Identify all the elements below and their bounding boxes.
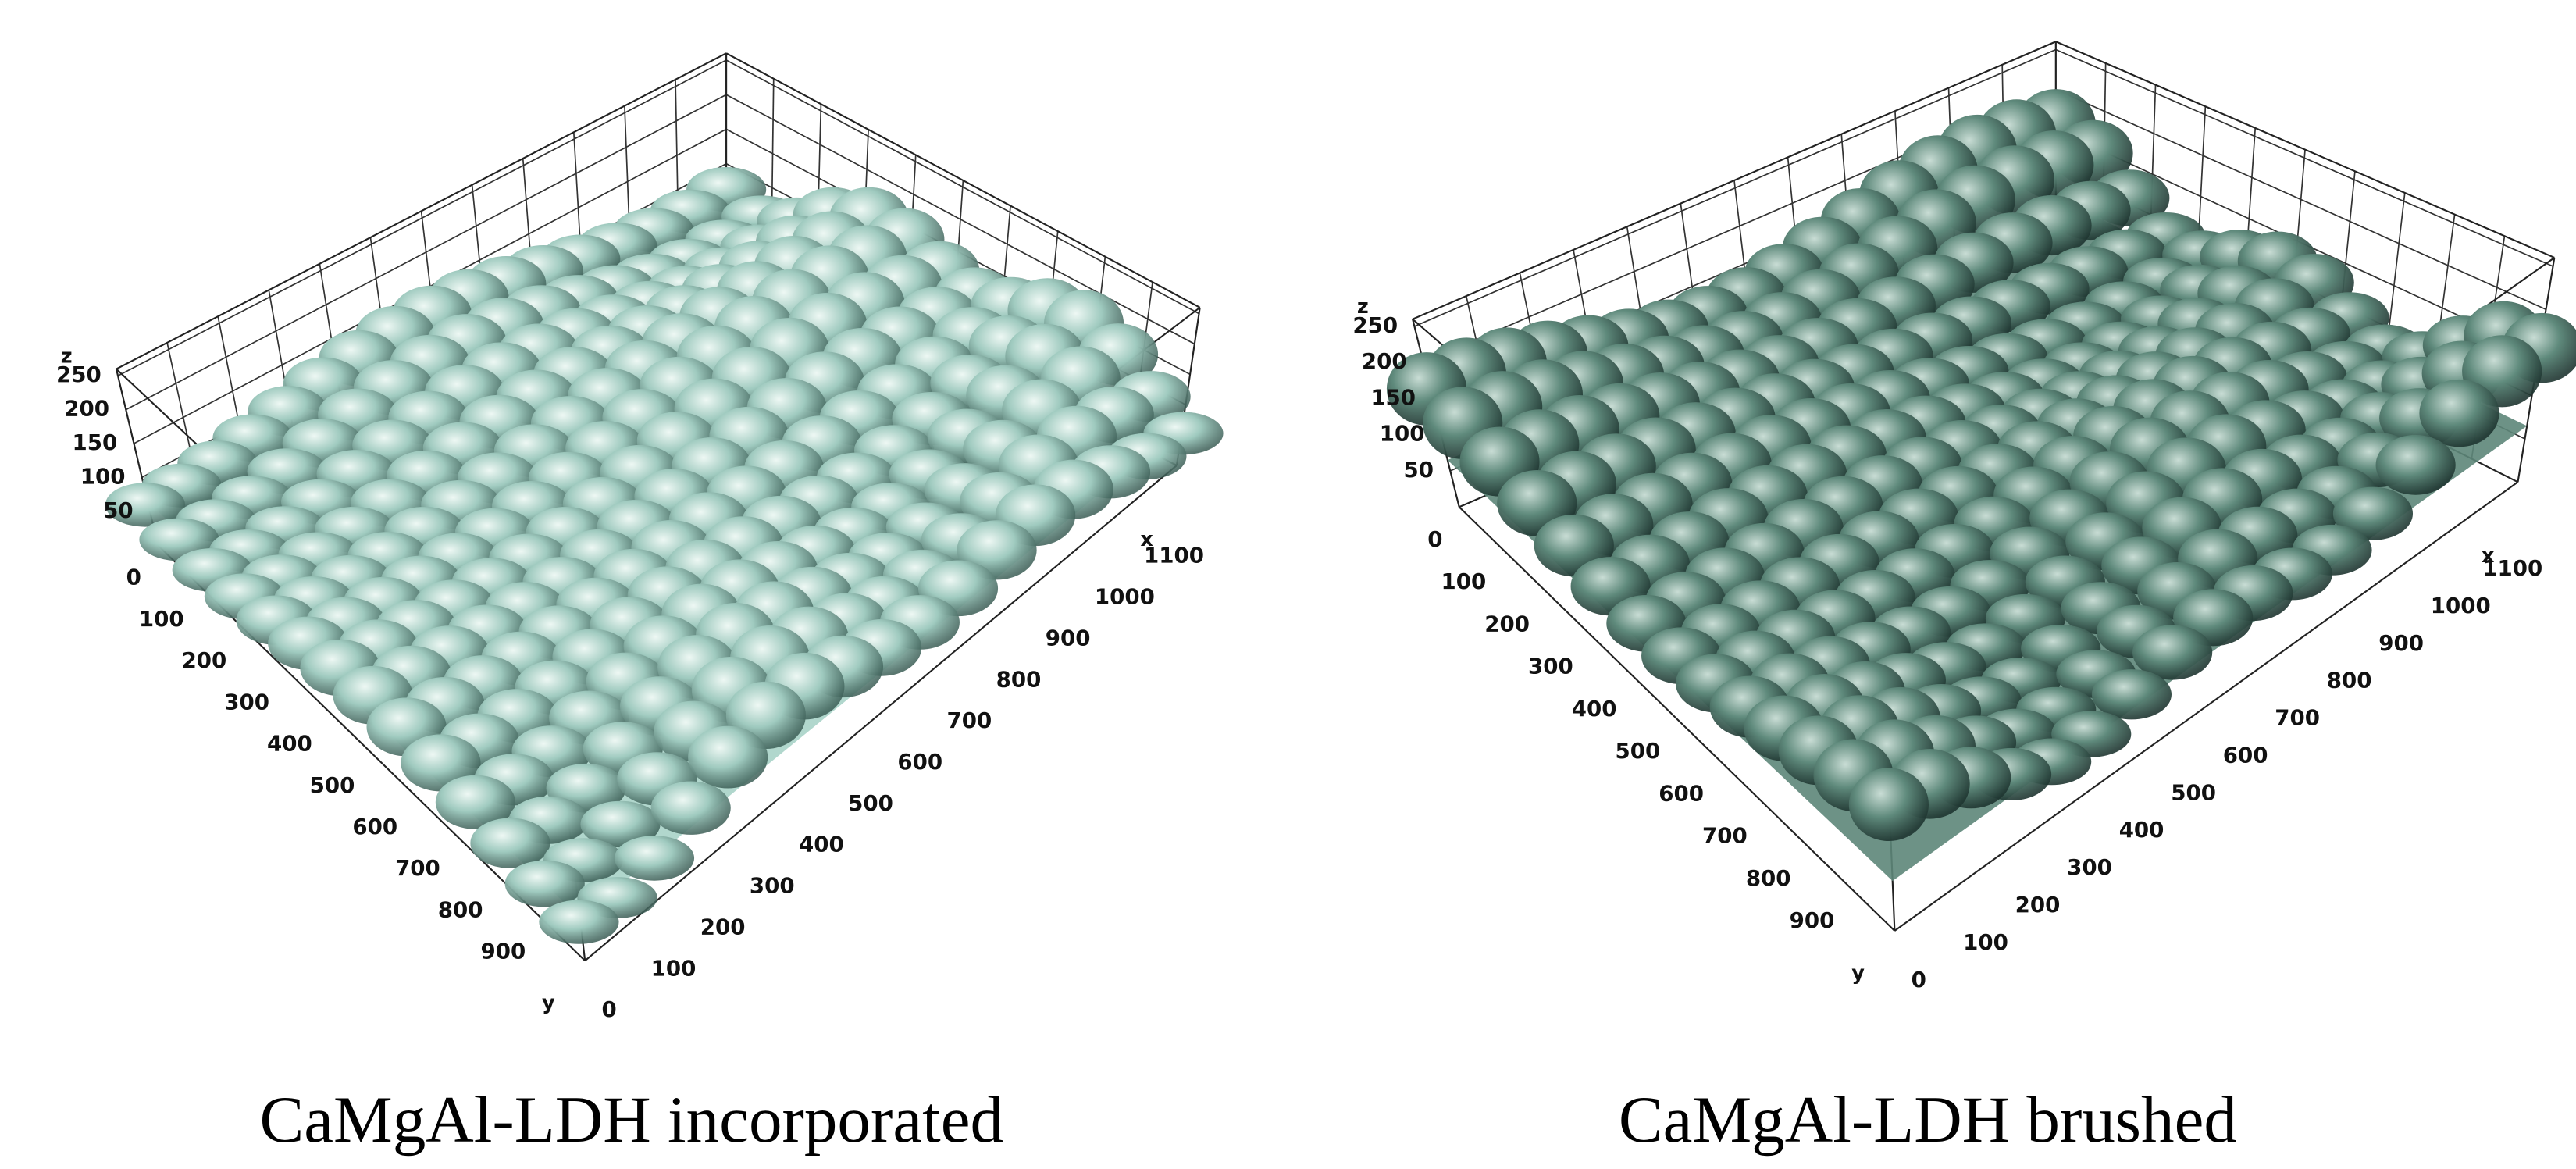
z-tick-label: 150 [1370,384,1416,410]
z-tick-label: 150 [72,429,117,455]
box-edge [2055,41,2555,258]
x-tick-label: 600 [897,749,942,775]
surface-plot: 0100200300400500600700800900010020030040… [56,52,1224,1022]
box-edge [1458,506,1896,932]
y-tick-label: 100 [139,606,184,632]
x-axis-label: x [1140,528,1153,551]
box-edge [725,52,1201,308]
grid-line [125,94,727,411]
x-tick-label: 0 [601,996,616,1022]
y-axis-label: y [542,992,555,1015]
x-axis-label: x [2482,544,2495,568]
surface-relief [539,900,619,944]
z-tick-label: 250 [56,362,102,387]
surface-relief [105,483,186,527]
z-tick-label: 250 [1352,312,1398,338]
x-tick-label: 100 [1963,929,2008,955]
x-tick-label: 0 [1912,967,1926,993]
x-tick-label: 600 [2223,742,2268,768]
y-tick-label: 900 [1790,907,1835,933]
y-tick-label: 800 [1746,865,1791,891]
x-tick-label: 500 [2171,779,2216,805]
x-tick-label: 300 [2067,854,2112,880]
y-tick-label: 0 [126,565,141,590]
y-tick-label: 200 [182,647,227,673]
caption: CaMgAl-LDH incorporated [259,1083,1003,1157]
surface-relief [614,836,695,881]
y-tick-label: 600 [1659,780,1704,806]
x-tick-label: 1100 [2482,555,2542,581]
y-tick-label: 300 [1528,654,1573,679]
surface-relief [650,781,731,835]
x-tick-label: 400 [2119,817,2164,843]
surface-relief [504,860,585,907]
z-tick-label: 200 [1362,348,1407,374]
box-edge [1894,481,2519,932]
surface-relief [580,800,661,848]
y-tick-label: 300 [224,689,269,715]
x-tick-label: 700 [946,707,992,733]
x-tick-label: 1000 [2431,593,2491,618]
y-tick-label: 500 [310,772,355,798]
z-axis-label: z [61,345,73,369]
x-tick-label: 200 [2015,892,2061,918]
z-tick-label: 100 [80,463,126,489]
grid-line [117,59,727,376]
grid-line [725,94,1195,345]
x-tick-label: 200 [700,914,746,939]
x-tick-label: 300 [750,873,795,899]
surface-relief [435,775,515,829]
surface-relief [2091,669,2172,720]
x-tick-label: 900 [1046,625,1091,650]
x-tick-label: 800 [996,666,1042,692]
surface-relief [2419,379,2499,447]
y-tick-label: 400 [1572,696,1617,722]
y-tick-label: 700 [395,855,440,881]
box-edge [116,52,727,370]
grid-line [725,59,1199,315]
x-tick-label: 100 [651,955,697,981]
surface-relief [2132,625,2213,680]
surface-relief [688,725,768,789]
x-tick-label: 800 [2327,668,2372,693]
x-tick-label: 500 [848,790,893,816]
z-tick-label: 200 [64,396,109,422]
z-tick-label: 100 [1380,421,1425,447]
y-tick-label: 200 [1484,611,1530,636]
surface-relief [470,818,550,868]
y-axis-label: y [1851,961,1865,985]
z-axis-label: z [1357,295,1369,319]
box-edge [1412,41,2057,320]
x-tick-label: 400 [799,832,844,857]
x-tick-label: 900 [2378,630,2424,656]
surface-plot: 0100200300400500600700800900010020030040… [1352,41,2576,993]
surface-relief [2332,486,2414,540]
y-tick-label: 500 [1616,738,1661,764]
grid-line [2055,48,2553,267]
y-tick-label: 800 [438,896,483,922]
y-tick-label: 600 [352,814,397,839]
x-tick-label: 1100 [1144,543,1204,568]
x-tick-label: 1000 [1095,584,1155,610]
surface-relief [1848,768,1929,842]
y-tick-label: 400 [267,731,312,757]
y-tick-label: 900 [480,939,526,964]
surface-relief [2375,435,2456,495]
grid-line [2055,88,2546,311]
y-tick-label: 700 [1702,823,1748,849]
caption: CaMgAl-LDH brushed [1619,1083,2237,1157]
y-tick-label: 100 [1441,568,1486,594]
box-edge [584,465,1178,962]
z-tick-label: 50 [103,497,133,523]
y-tick-label: 0 [1427,526,1442,552]
grid-line [1414,48,2057,327]
x-tick-label: 700 [2275,705,2320,731]
z-tick-label: 50 [1403,457,1434,483]
